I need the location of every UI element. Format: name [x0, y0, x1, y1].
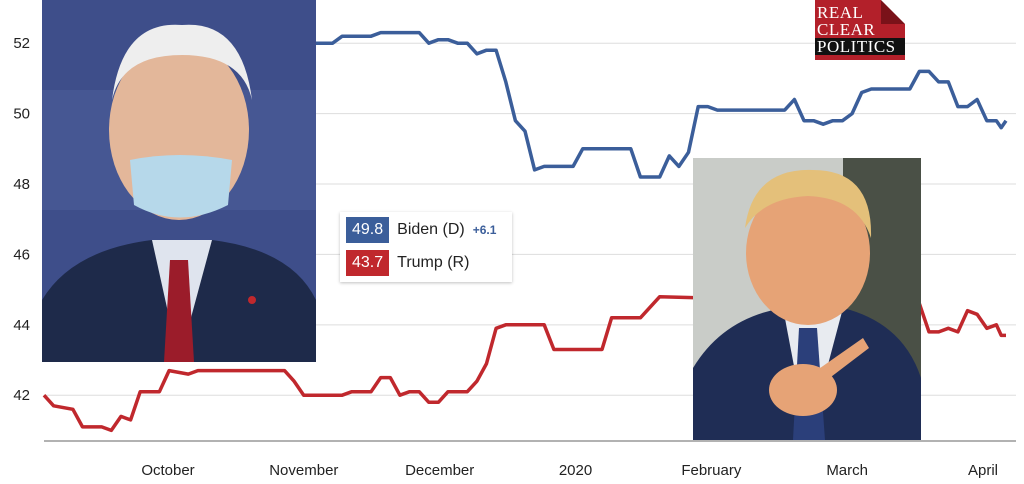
x-tick-february: February	[681, 462, 742, 479]
logo-line-2: CLEAR	[817, 20, 876, 39]
legend-item-trump: 43.7 Trump (R)	[346, 250, 469, 276]
y-tick-52: 52	[13, 35, 30, 52]
x-tick-april: April	[968, 462, 998, 479]
y-tick-42: 42	[13, 387, 30, 404]
series-line-biden	[44, 30, 1008, 179]
trump-legend-label: Trump (R)	[397, 254, 470, 271]
series-lines	[42, 30, 1008, 433]
legend: 49.8 Biden (D) +6.1 43.7 Trump (R)	[340, 212, 512, 282]
biden-latest-badge: 49.8	[346, 217, 390, 243]
legend-item-biden: 49.8 Biden (D) +6.1	[346, 217, 496, 243]
y-tick-44: 44	[13, 317, 30, 334]
realclearpolitics-logo: REAL CLEAR POLITICS	[815, 0, 905, 60]
y-tick-48: 48	[13, 176, 30, 193]
y-tick-46: 46	[13, 246, 30, 263]
logo-line-3: POLITICS	[815, 38, 905, 55]
x-tick-march: March	[826, 462, 868, 479]
y-tick-50: 50	[13, 106, 30, 123]
x-tick-october: October	[141, 462, 194, 479]
biden-spread: +6.1	[472, 223, 497, 237]
logo-line-1: REAL	[817, 3, 864, 22]
trump-latest-badge: 43.7	[346, 250, 390, 276]
biden-legend-label: Biden (D)	[397, 221, 465, 238]
x-tick-november: November	[269, 462, 338, 479]
trump-photo	[693, 158, 921, 440]
biden-photo	[42, 0, 316, 362]
y-axis-ticks: 42 44 46 48 50 52	[13, 35, 30, 404]
x-tick-december: December	[405, 462, 474, 479]
series-line-trump	[42, 294, 1006, 433]
x-axis-ticks: October November December 2020 February March…	[141, 462, 998, 479]
x-tick-2020: 2020	[559, 462, 592, 479]
